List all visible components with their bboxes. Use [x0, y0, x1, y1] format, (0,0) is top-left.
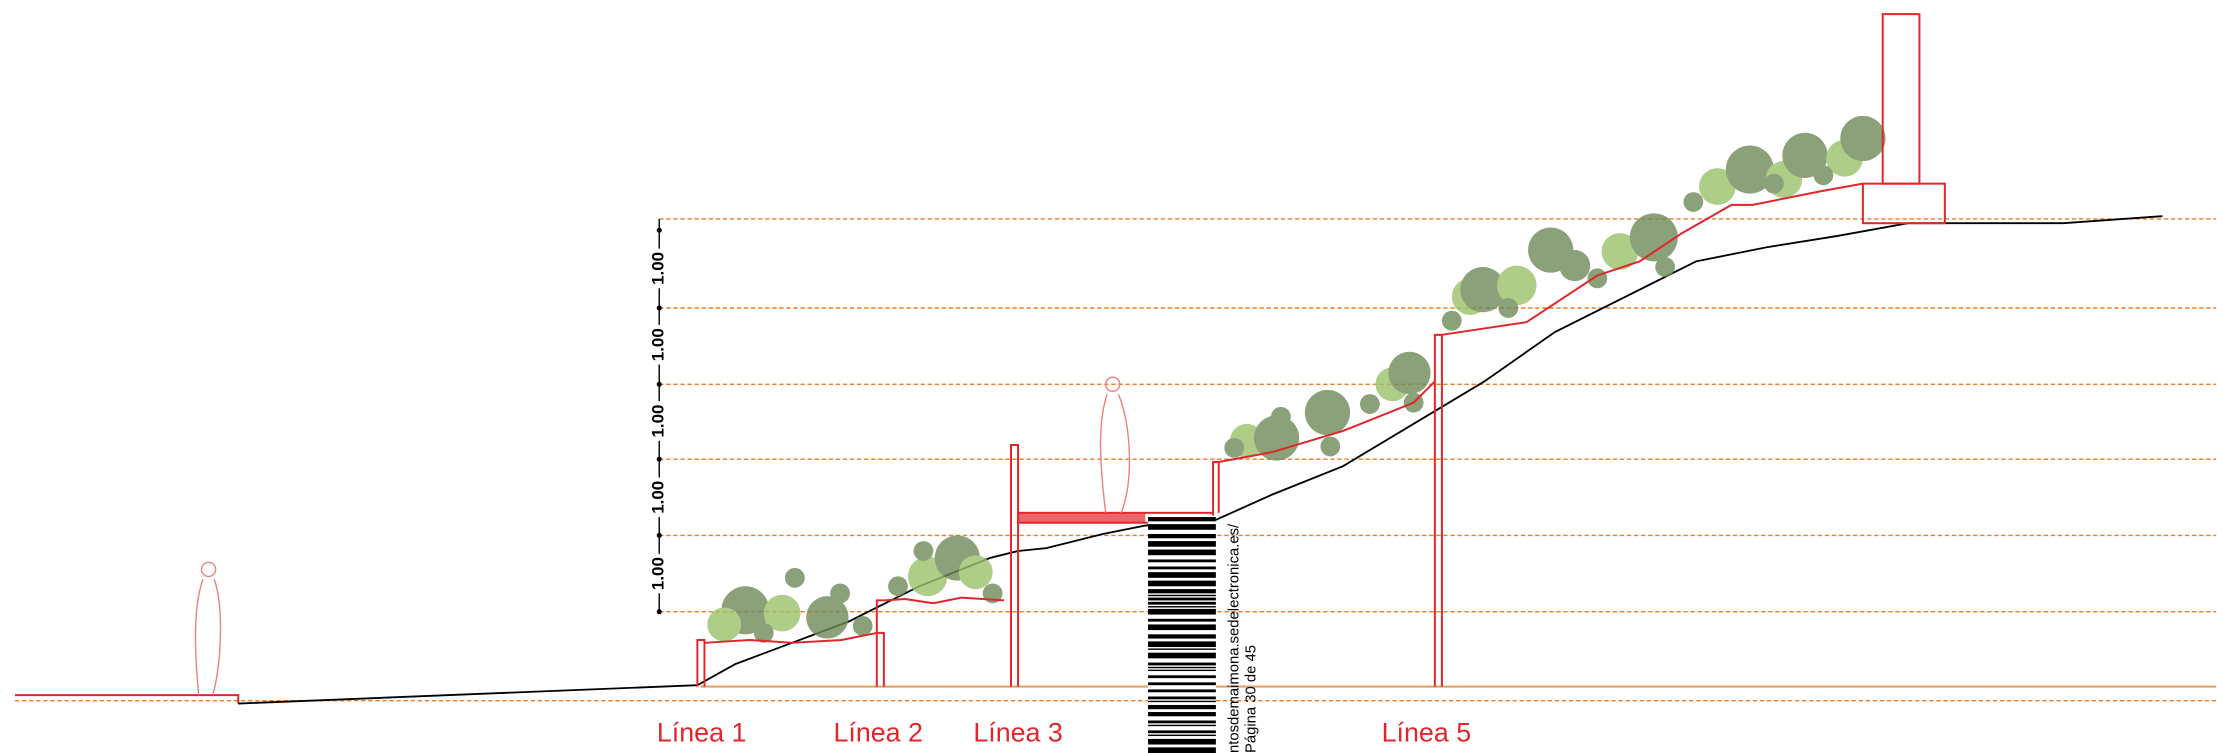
barcode-bar	[1148, 549, 1216, 556]
barcode-bar	[1148, 682, 1216, 686]
line-label: Línea 2	[833, 718, 923, 748]
barcode-bar	[1148, 724, 1216, 727]
level-lines	[15, 218, 2217, 702]
barcode-bar	[1148, 730, 1216, 734]
barcode-bar	[1148, 738, 1216, 745]
dimension-label: 1.00	[649, 557, 668, 590]
barcode-bar	[1148, 608, 1216, 615]
barcode	[1148, 515, 1216, 753]
barcode-bar	[1148, 634, 1216, 639]
barcode-bar	[1148, 597, 1216, 601]
barcode-bar	[1148, 648, 1216, 650]
structures	[696, 13, 1946, 687]
barcode-bar	[1148, 566, 1216, 570]
ground	[15, 694, 240, 704]
barcode-bar	[1148, 734, 1216, 737]
barcode-bar	[1148, 534, 1216, 539]
barcode-bar	[1148, 517, 1216, 522]
barcode-bar	[1148, 675, 1216, 679]
barcode-bar	[1148, 580, 1216, 587]
trees	[707, 115, 1886, 643]
line-label: Línea 3	[973, 718, 1063, 748]
barcode-bar	[1148, 720, 1216, 724]
dimension-label: 1.00	[649, 481, 668, 514]
barcode-bar	[1148, 700, 1216, 703]
barcode-bar	[1148, 541, 1216, 547]
barcode-bar	[1148, 594, 1216, 597]
dimension: 1.00 1.00 1.00 1.00 1.00	[649, 218, 670, 615]
barcode-bar	[1148, 747, 1216, 753]
dimension-label: 1.00	[649, 405, 668, 438]
barcode-bar	[1148, 624, 1216, 631]
barcode-bar	[1148, 606, 1216, 608]
stamp-url: ntosdemaimona.sedelectronica.es/	[1226, 523, 1242, 753]
dimension-label: 1.00	[649, 252, 668, 285]
barcode-bar	[1148, 666, 1216, 669]
persons	[194, 376, 1131, 696]
barcode-bar	[1148, 601, 1216, 605]
barcode-bar	[1148, 662, 1216, 666]
barcode-bar	[1148, 712, 1216, 717]
barcode-bar	[1148, 524, 1216, 530]
barcode-bar	[1148, 689, 1216, 693]
barcode-bar	[1148, 589, 1216, 594]
barcode-bar	[1148, 559, 1216, 563]
barcode-bar	[1148, 572, 1216, 578]
barcode-bar	[1148, 669, 1216, 672]
barcode-bar	[1148, 641, 1216, 648]
line-label: Línea 1	[657, 718, 747, 748]
barcode-bar	[1148, 704, 1216, 710]
stamp-page: Página 30 de 45	[1243, 645, 1259, 753]
barcode-bar	[1148, 618, 1216, 622]
barcode-bar	[1148, 696, 1216, 700]
dimension-label: 1.00	[649, 328, 668, 361]
barcode-bar	[1148, 652, 1216, 659]
line-label: Línea 5	[1382, 718, 1472, 748]
